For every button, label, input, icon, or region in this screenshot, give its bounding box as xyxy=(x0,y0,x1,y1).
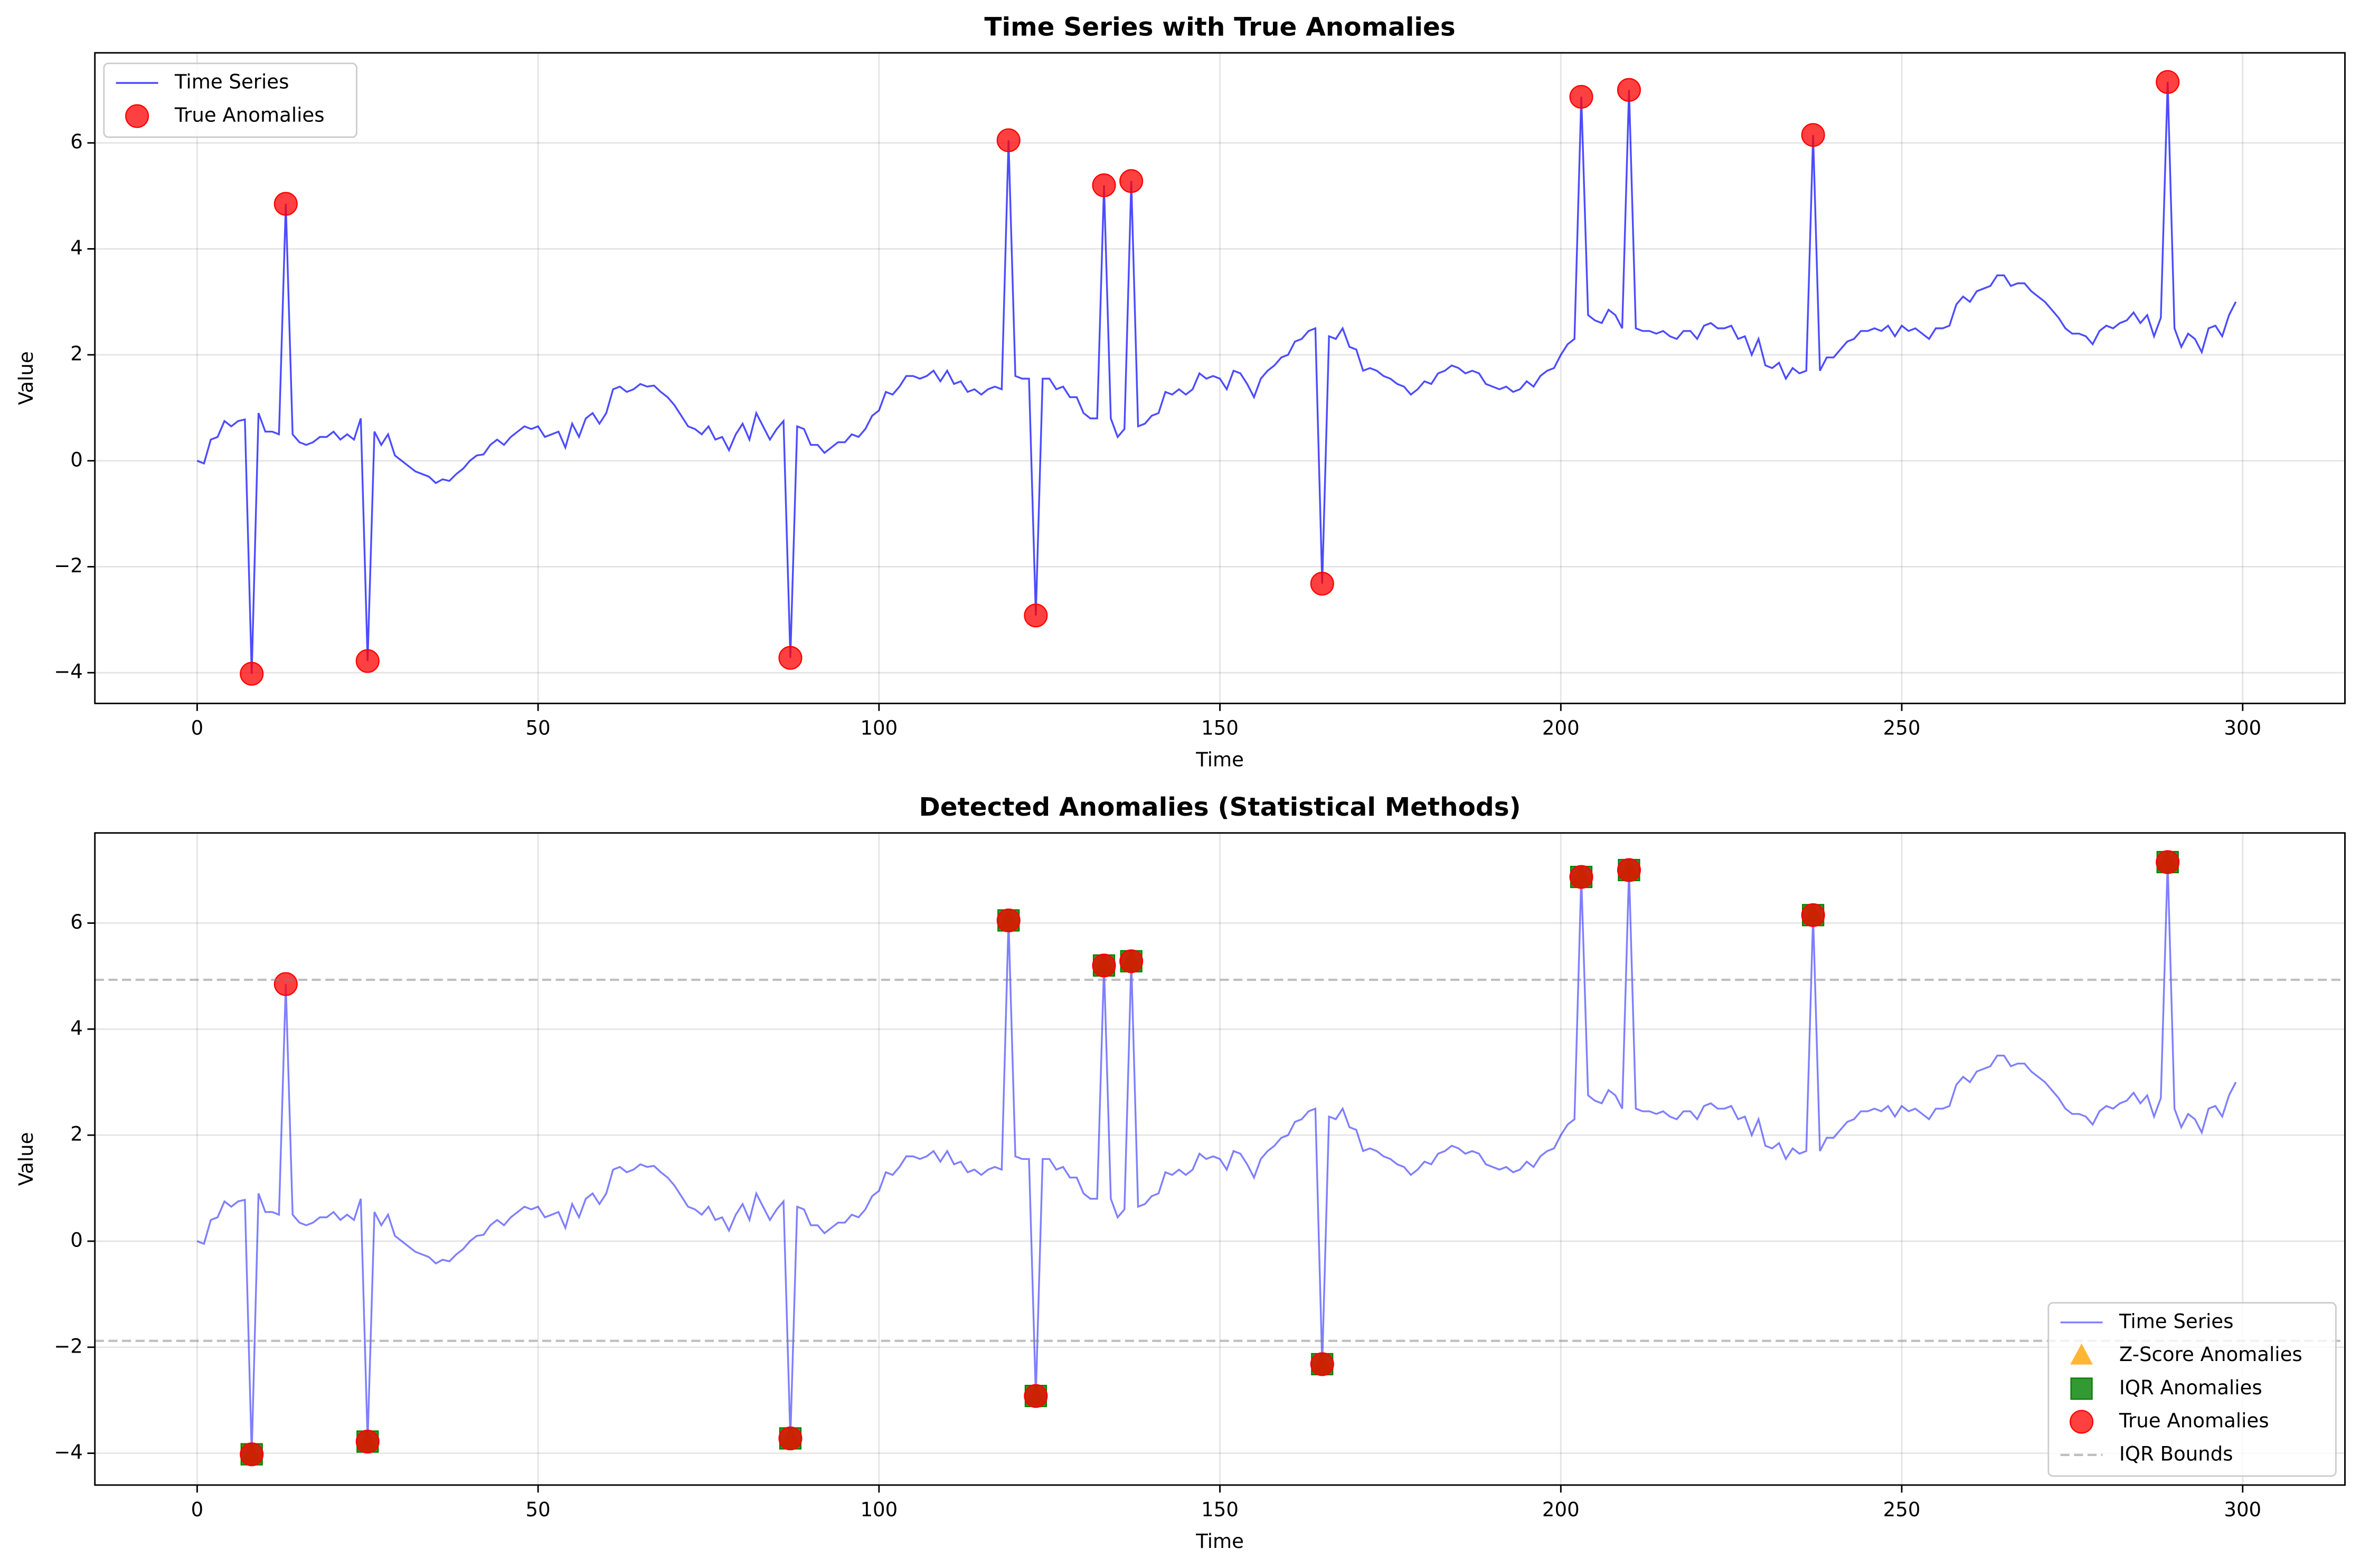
series-line xyxy=(196,82,2237,674)
legend-box xyxy=(2047,1302,2337,1477)
y-axis-label: Value xyxy=(15,351,37,405)
point xyxy=(1617,78,1641,102)
point xyxy=(1310,572,1334,596)
point xyxy=(273,192,298,216)
point xyxy=(1801,123,1825,147)
x-tick-label: 150 xyxy=(1201,716,1239,739)
x-tick-label: 150 xyxy=(1201,1498,1239,1521)
x-tick-label: 300 xyxy=(2224,716,2261,739)
y-axis-label: Value xyxy=(15,1132,37,1186)
x-tick-label: 200 xyxy=(1542,1498,1580,1521)
x-axis-label: Time xyxy=(1195,748,1244,771)
point xyxy=(1801,903,1825,927)
x-tick-label: 250 xyxy=(1883,1498,1921,1521)
point xyxy=(1569,865,1593,889)
legend-label: True Anomalies xyxy=(174,103,325,126)
point xyxy=(1092,953,1116,978)
plot-frame xyxy=(94,832,2346,1486)
y-tick-label: 4 xyxy=(70,1017,83,1040)
legend-marker xyxy=(2070,1377,2093,1400)
legend-label: Z-Score Anomalies xyxy=(2119,1343,2302,1366)
y-tick-label: −2 xyxy=(54,554,83,577)
x-tick-label: 100 xyxy=(860,716,898,739)
x-tick-label: 50 xyxy=(526,716,551,739)
legend-marker xyxy=(2070,1343,2093,1365)
x-tick-label: 0 xyxy=(191,716,204,739)
x-tick-label: 200 xyxy=(1542,716,1580,739)
point xyxy=(996,908,1021,932)
y-tick-label: 6 xyxy=(70,911,83,933)
y-tick-label: 6 xyxy=(70,130,83,153)
legend-marker xyxy=(2070,1410,2094,1434)
point xyxy=(240,1442,264,1467)
x-axis-label: Time xyxy=(1195,1530,1244,1553)
point xyxy=(1024,603,1048,628)
point xyxy=(1310,1352,1334,1376)
point xyxy=(996,128,1021,153)
point xyxy=(240,662,264,686)
y-tick-label: 4 xyxy=(70,237,83,259)
y-tick-label: 2 xyxy=(70,343,83,365)
point xyxy=(273,972,298,996)
y-tick-label: −4 xyxy=(54,1441,83,1463)
legend-label: Time Series xyxy=(2119,1310,2234,1333)
x-tick-label: 100 xyxy=(860,1498,898,1521)
point xyxy=(355,1429,380,1454)
chart-title: Time Series with True Anomalies xyxy=(984,12,1455,42)
point xyxy=(2156,850,2180,874)
series-line xyxy=(196,862,2237,1454)
y-tick-label: 0 xyxy=(70,448,83,471)
legend-box xyxy=(103,62,357,138)
y-tick-label: −4 xyxy=(54,660,83,683)
x-tick-label: 0 xyxy=(191,1498,204,1521)
plot-frame xyxy=(94,52,2346,704)
point xyxy=(355,649,380,673)
x-tick-label: 50 xyxy=(526,1498,551,1521)
y-tick-label: −2 xyxy=(54,1335,83,1357)
legend-label: IQR Anomalies xyxy=(2119,1376,2262,1399)
x-tick-label: 250 xyxy=(1883,716,1921,739)
point xyxy=(1569,84,1593,109)
legend-label: Time Series xyxy=(174,71,289,93)
point xyxy=(1617,858,1641,882)
point xyxy=(1092,173,1116,197)
legend-marker xyxy=(125,104,149,128)
legend-label: IQR Bounds xyxy=(2119,1442,2233,1465)
point xyxy=(778,646,803,670)
point xyxy=(1119,949,1144,974)
chart-title: Detected Anomalies (Statistical Methods) xyxy=(919,792,1521,822)
point xyxy=(2156,70,2180,94)
legend-label: True Anomalies xyxy=(2119,1410,2269,1432)
y-tick-label: 2 xyxy=(70,1123,83,1146)
point xyxy=(778,1426,803,1451)
point xyxy=(1119,169,1144,193)
x-tick-label: 300 xyxy=(2224,1498,2261,1521)
y-tick-label: 0 xyxy=(70,1229,83,1251)
point xyxy=(1024,1384,1048,1408)
